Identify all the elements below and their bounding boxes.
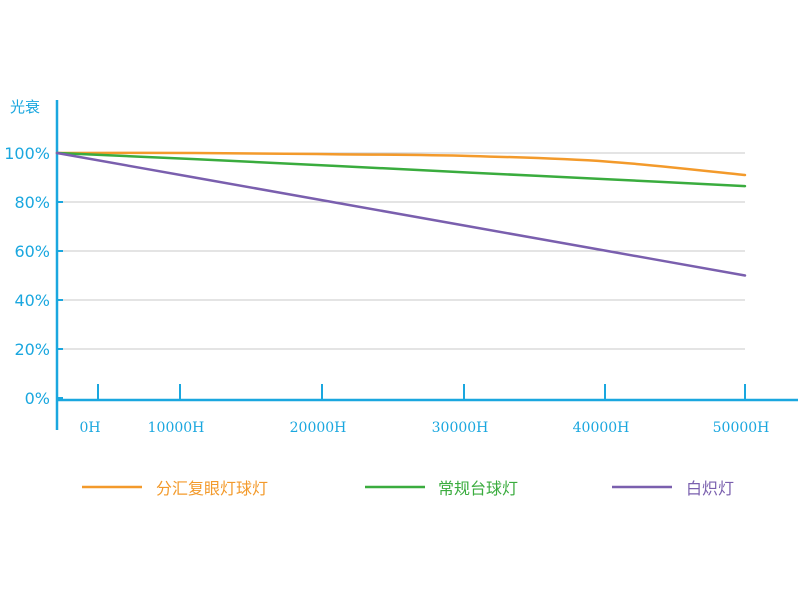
y-axis-label: 光衰 — [10, 98, 40, 116]
x-tick-label: 0H — [79, 420, 100, 436]
x-tick-label: 50000H — [713, 420, 770, 436]
x-tick-label: 30000H — [432, 420, 489, 436]
series-line-1 — [55, 151, 747, 188]
x-tick-label: 40000H — [573, 420, 630, 436]
legend: 分汇复眼灯球灯 常规台球灯 白炽灯 — [82, 479, 734, 498]
legend-label: 常规台球灯 — [438, 479, 518, 498]
x-tick-label: 20000H — [290, 420, 347, 436]
y-tick-label: 0% — [25, 389, 50, 408]
y-tick-label: 40% — [14, 291, 50, 310]
grid-lines — [57, 152, 745, 350]
y-tick-label: 100% — [4, 144, 50, 163]
axes — [55, 100, 798, 430]
legend-label: 分汇复眼灯球灯 — [156, 479, 268, 498]
series-line-0 — [55, 151, 747, 177]
y-tick-labels: 0% 20% 40% 60% 80% 100% — [4, 144, 50, 408]
y-tick-label: 20% — [14, 340, 50, 359]
series-line-2 — [55, 151, 747, 277]
legend-label: 白炽灯 — [686, 479, 734, 498]
x-tick-label: 10000H — [148, 420, 205, 436]
series-lines — [55, 151, 747, 277]
y-tick-label: 80% — [14, 193, 50, 212]
y-tick-label: 60% — [14, 242, 50, 261]
x-tick-labels: 0H 10000H 20000H 30000H 40000H 50000H — [79, 420, 769, 436]
